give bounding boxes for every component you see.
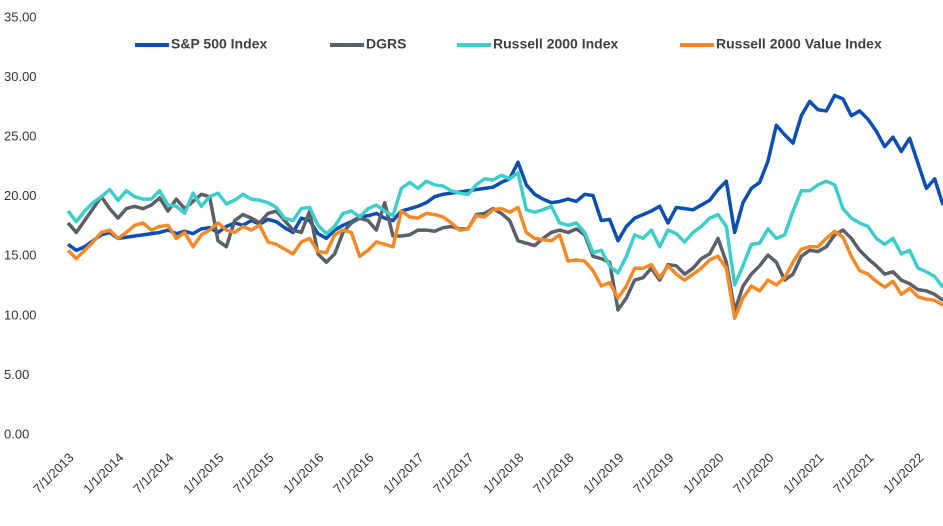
series-line — [66, 192, 943, 313]
legend-label: Russell 2000 Index — [493, 36, 619, 52]
y-tick-label: 25.00 — [4, 129, 37, 144]
x-tick-label: 7/1/2021 — [830, 450, 876, 496]
x-tick-label: 1/1/2020 — [680, 450, 726, 496]
series-line — [66, 93, 943, 253]
x-tick-label: 1/1/2016 — [280, 450, 326, 496]
x-tick-label: 7/1/2016 — [330, 450, 376, 496]
x-tick-label: 7/1/2014 — [130, 450, 176, 496]
x-tick-label: 7/1/2018 — [530, 450, 576, 496]
series-line — [66, 171, 943, 289]
legend-label: DGRS — [366, 36, 406, 52]
y-tick-label: 30.00 — [4, 69, 37, 84]
y-tick-label: 0.00 — [4, 426, 29, 441]
legend-label: Russell 2000 Value Index — [716, 36, 882, 52]
y-tick-label: 15.00 — [4, 248, 37, 263]
x-tick-label: 1/1/2021 — [780, 450, 826, 496]
x-tick-label: 1/1/2014 — [80, 450, 126, 496]
y-tick-label: 35.00 — [4, 9, 37, 24]
x-tick-label: 1/1/2019 — [580, 450, 626, 496]
y-tick-label: 20.00 — [4, 188, 37, 203]
legend-label: S&P 500 Index — [171, 36, 267, 52]
x-tick-label: 7/1/2020 — [730, 450, 776, 496]
x-tick-label: 1/1/2018 — [480, 450, 526, 496]
x-tick-label: 7/1/2019 — [630, 450, 676, 496]
x-tick-label: 1/1/2015 — [180, 450, 226, 496]
x-tick-label: 1/1/2017 — [380, 450, 426, 496]
x-tick-label: 7/1/2017 — [430, 450, 476, 496]
series-line — [66, 205, 943, 320]
y-tick-label: 5.00 — [4, 367, 29, 382]
x-tick-label: 7/1/2015 — [230, 450, 276, 496]
x-tick-label: 1/1/2022 — [880, 450, 926, 496]
y-tick-label: 10.00 — [4, 307, 37, 322]
x-tick-label: 7/1/2013 — [30, 450, 76, 496]
